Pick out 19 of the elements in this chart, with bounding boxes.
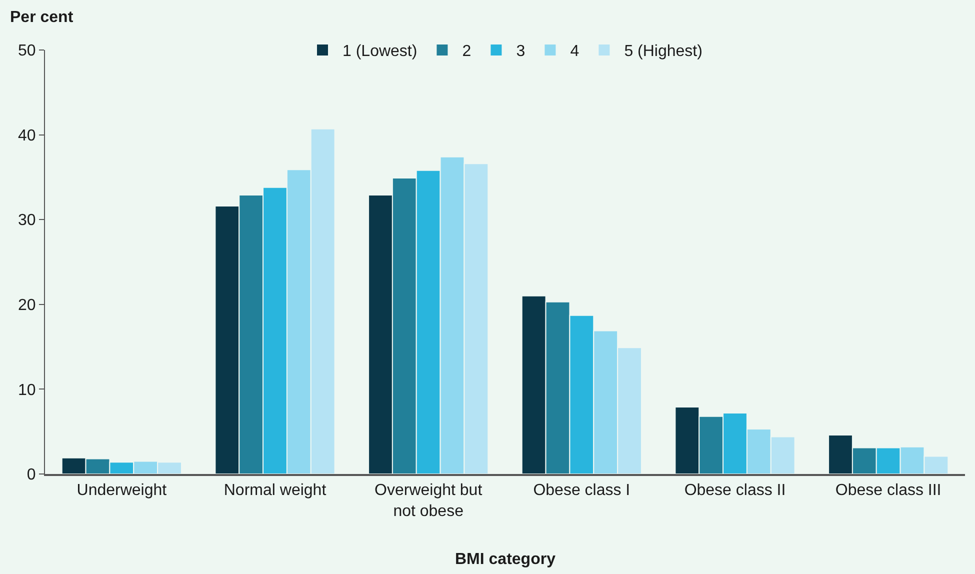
y-tick-label: 10 — [18, 382, 36, 399]
legend-label: 5 (Highest) — [624, 43, 702, 60]
legend-label: 2 — [462, 43, 472, 60]
y-tick-label: 50 — [18, 42, 36, 60]
legend-label: 4 — [570, 43, 580, 60]
x-tick-label: Obese class III — [835, 482, 942, 500]
legend-label: 1 (Lowest) — [342, 43, 418, 60]
y-axis-title: Per cent — [10, 9, 74, 26]
y-tick-label: 20 — [18, 297, 36, 314]
x-tick-label: Normal weight — [224, 482, 327, 500]
x-tick-label: Obese class I — [533, 482, 630, 500]
x-axis-title: BMI category — [455, 551, 556, 568]
x-tick-label: Overweight but not obese — [374, 482, 483, 520]
x-tick-label: Underweight — [76, 482, 168, 500]
y-tick-label: 0 — [26, 466, 36, 484]
y-tick-label: 40 — [18, 127, 36, 144]
y-tick-label: 30 — [18, 212, 36, 230]
x-tick-label: Obese class II — [684, 482, 786, 500]
legend-label: 3 — [516, 43, 526, 60]
